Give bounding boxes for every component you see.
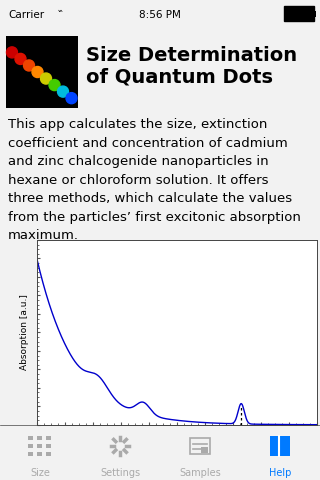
Text: Settings: Settings [100,468,140,478]
Bar [37,436,42,440]
Text: 8:56 PM: 8:56 PM [139,10,181,20]
Bar [37,452,42,456]
Bar [46,452,51,456]
Y-axis label: Absorption [a.u.]: Absorption [a.u.] [20,294,29,371]
Circle shape [49,80,60,91]
Bar [28,452,33,456]
Circle shape [41,73,52,84]
Bar [28,444,33,448]
Circle shape [6,47,18,58]
Text: This app calculates the size, extinction
coefficient and concentration of cadmiu: This app calculates the size, extinction… [8,118,301,242]
Circle shape [15,53,26,64]
Circle shape [58,86,68,97]
Text: Help: Help [269,468,291,478]
Bar [6,36,78,108]
Circle shape [66,93,77,104]
Bar [314,11,316,16]
Bar [28,436,33,440]
Text: Samples: Samples [179,468,221,478]
Bar [46,436,51,440]
Bar [190,438,210,454]
Text: Size Determination: Size Determination [86,46,297,65]
Bar [46,444,51,448]
Text: of Quantum Dots: of Quantum Dots [86,68,273,87]
Circle shape [32,66,43,78]
Bar [284,6,314,21]
Circle shape [23,60,35,71]
Text: Carrier: Carrier [8,10,44,20]
Text: Size: Size [30,468,50,478]
Bar [201,447,208,453]
Bar [37,444,42,448]
Bar [270,436,290,456]
